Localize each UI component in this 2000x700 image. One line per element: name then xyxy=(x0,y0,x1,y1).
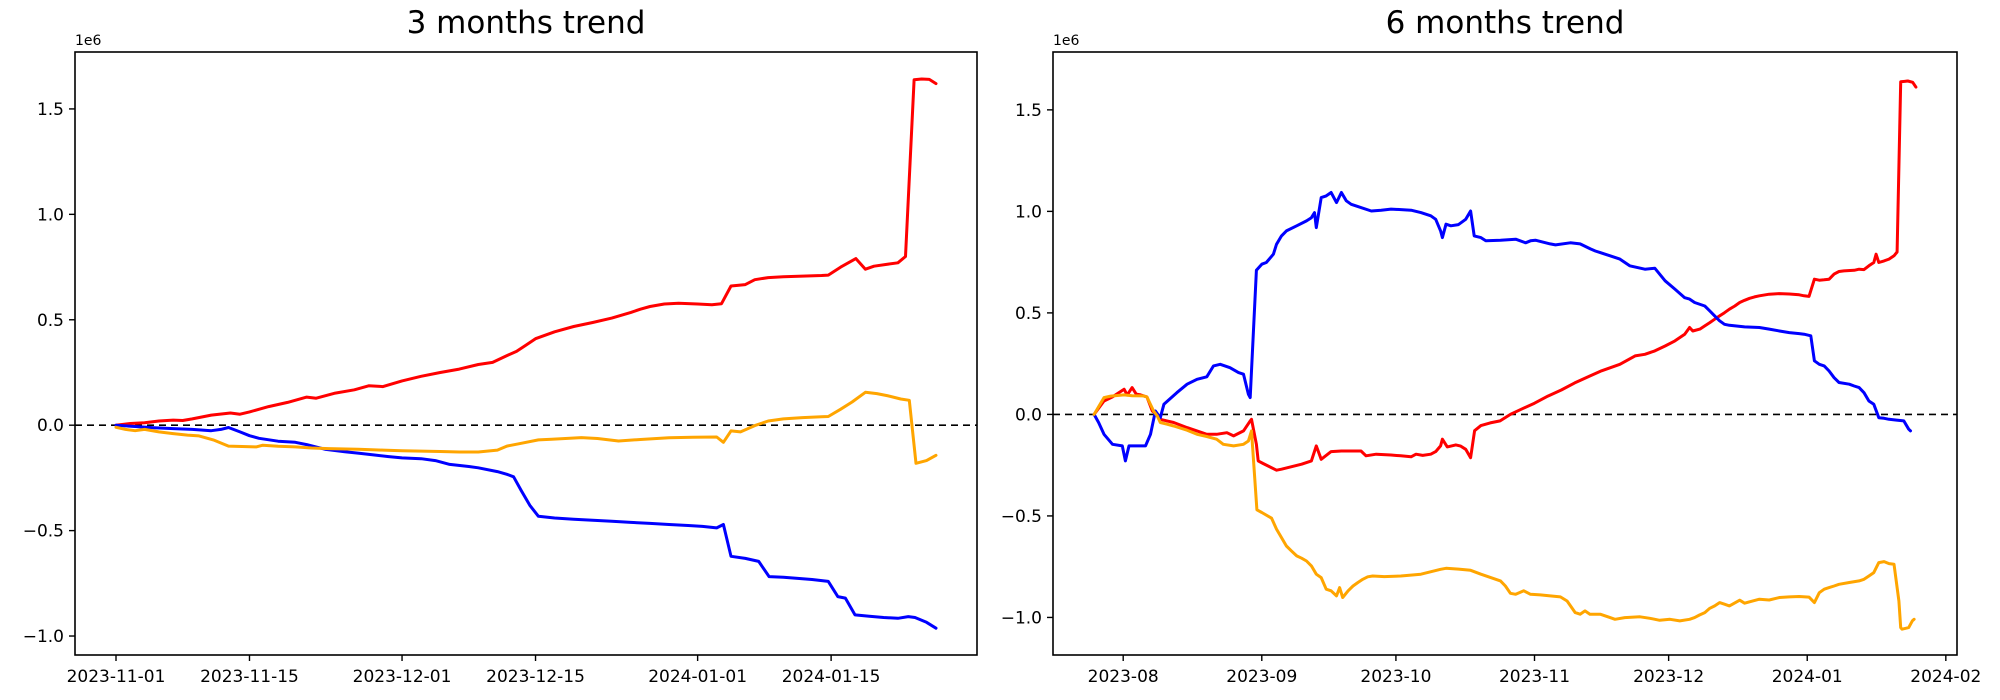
chart-title-6-months: 6 months trend xyxy=(1385,5,1625,41)
x-axis-tick-label: 2023-10 xyxy=(1360,667,1431,687)
y-axis-tick-label: −0.5 xyxy=(23,522,64,542)
axes-spines xyxy=(1052,51,1958,656)
series-line-blue xyxy=(114,423,938,630)
x-axis-tick-label: 2024-01 xyxy=(1772,667,1843,687)
axes-spines xyxy=(74,51,978,656)
y-axis-tick-label: −1.0 xyxy=(1001,608,1042,628)
y-axis-tick-label: 1.5 xyxy=(37,100,64,120)
x-axis-tick-label: 2023-11 xyxy=(1499,667,1570,687)
y-axis-tick-label: −0.5 xyxy=(1001,507,1042,527)
y-axis-tick-label: 0.5 xyxy=(37,311,64,331)
x-axis-tick-label: 2023-09 xyxy=(1226,667,1297,687)
x-axis-tick-label: 2023-11-15 xyxy=(200,667,299,687)
y-axis-tick-label: 0.0 xyxy=(37,416,64,436)
series-line-red xyxy=(114,77,938,427)
series-line-orange xyxy=(114,390,938,465)
chart-title-3-months: 3 months trend xyxy=(406,5,646,41)
y-axis-offset-label: 1e6 xyxy=(1053,33,1080,49)
y-axis-tick-label: 1.0 xyxy=(1015,202,1042,222)
series-line-blue xyxy=(1092,191,1912,463)
x-axis-tick-label: 2023-08 xyxy=(1088,667,1159,687)
x-axis-tick-label: 2023-11-01 xyxy=(67,667,166,687)
x-axis-tick-label: 2023-12 xyxy=(1633,667,1704,687)
y-axis-tick-label: 1.0 xyxy=(37,205,64,225)
y-axis-tick-label: 1.5 xyxy=(1015,101,1042,121)
series-line-red xyxy=(1092,79,1918,472)
y-axis-tick-label: −1.0 xyxy=(23,627,64,647)
x-axis-tick-label: 2023-12-15 xyxy=(486,667,585,687)
x-axis-tick-label: 2024-01-15 xyxy=(782,667,881,687)
y-axis-offset-label: 1e6 xyxy=(75,33,102,49)
series-line-orange xyxy=(1092,393,1916,631)
y-axis-tick-label: 0.0 xyxy=(1015,405,1042,425)
x-axis-tick-label: 2023-12-01 xyxy=(353,667,452,687)
x-axis-tick-label: 2024-02 xyxy=(1910,667,1981,687)
x-axis-tick-label: 2024-01-01 xyxy=(648,667,747,687)
y-axis-tick-label: 0.5 xyxy=(1015,304,1042,324)
